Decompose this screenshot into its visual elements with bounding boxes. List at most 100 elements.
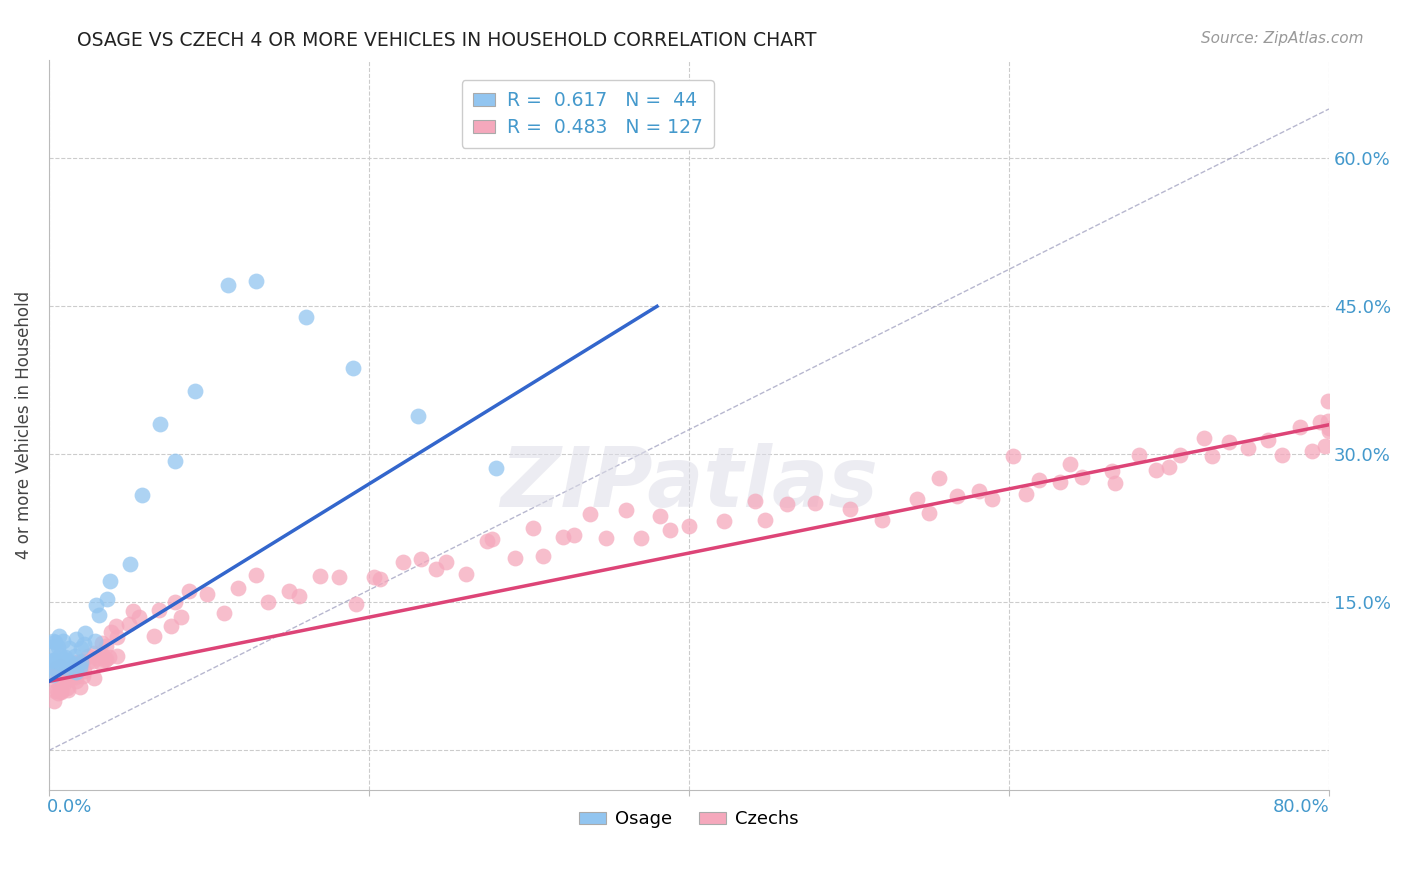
Point [65,673,87,688]
Point [1301,444,1323,458]
Point [1071,470,1094,484]
Point [121,604,143,618]
Point [245,274,267,288]
Point [456,566,478,581]
Point [97,649,120,664]
Point [55,668,77,682]
Point [1317,424,1340,438]
Point [44,653,66,667]
Point [69,681,91,695]
Point [1128,448,1150,462]
Point [165,595,187,609]
Point [776,497,799,511]
Point [1168,448,1191,462]
Point [45,660,67,674]
Point [870,513,893,527]
Point [66,655,89,669]
Point [48,630,70,644]
Point [52,678,75,692]
Point [72,669,94,683]
Point [44,683,66,698]
Point [46,686,69,700]
Point [1144,462,1167,476]
Point [648,508,671,523]
Point [503,551,526,566]
Point [93,652,115,666]
Point [65,670,87,684]
Point [409,551,432,566]
Point [1317,393,1340,408]
Point [70,654,93,668]
Point [76,656,98,670]
Point [481,533,503,547]
Point [46,640,69,655]
Text: 80.0%: 80.0% [1272,797,1329,815]
Point [52,634,75,648]
Point [342,361,364,376]
Point [76,649,98,664]
Point [56,681,79,695]
Point [368,573,391,587]
Point [41,654,63,668]
Point [128,609,150,624]
Point [1317,421,1340,435]
Point [1049,475,1071,489]
Point [96,591,118,606]
Point [86,651,108,665]
Point [84,634,107,648]
Point [1015,487,1038,501]
Point [65,632,87,646]
Point [1317,414,1340,428]
Point [363,570,385,584]
Point [744,494,766,508]
Point [522,521,544,535]
Point [44,639,66,653]
Point [53,670,76,684]
Point [945,489,967,503]
Point [257,595,280,609]
Point [928,471,950,485]
Point [1218,434,1240,449]
Point [118,558,141,572]
Point [52,652,75,666]
Point [44,674,66,689]
Point [159,619,181,633]
Point [981,491,1004,506]
Point [63,649,86,664]
Point [579,507,602,521]
Point [84,598,107,612]
Point [1257,433,1279,447]
Point [551,530,574,544]
Point [1201,450,1223,464]
Point [49,656,72,670]
Point [1237,441,1260,455]
Point [278,584,301,599]
Y-axis label: 4 or more Vehicles in Household: 4 or more Vehicles in Household [15,291,32,558]
Point [804,495,827,509]
Point [1059,457,1081,471]
Point [100,625,122,640]
Point [87,607,110,622]
Point [184,384,207,398]
Point [96,652,118,666]
Point [425,562,447,576]
Point [58,654,80,668]
Point [59,671,82,685]
Point [52,657,75,671]
Point [118,617,141,632]
Point [83,646,105,660]
Point [839,501,862,516]
Text: ZIPatlas: ZIPatlas [501,442,877,524]
Point [44,694,66,708]
Point [562,528,585,542]
Point [148,603,170,617]
Point [905,491,928,506]
Point [58,641,80,656]
Point [149,417,172,431]
Point [83,671,105,685]
Point [434,555,457,569]
Point [41,633,63,648]
Point [212,606,235,620]
Point [678,519,700,533]
Point [295,310,318,325]
